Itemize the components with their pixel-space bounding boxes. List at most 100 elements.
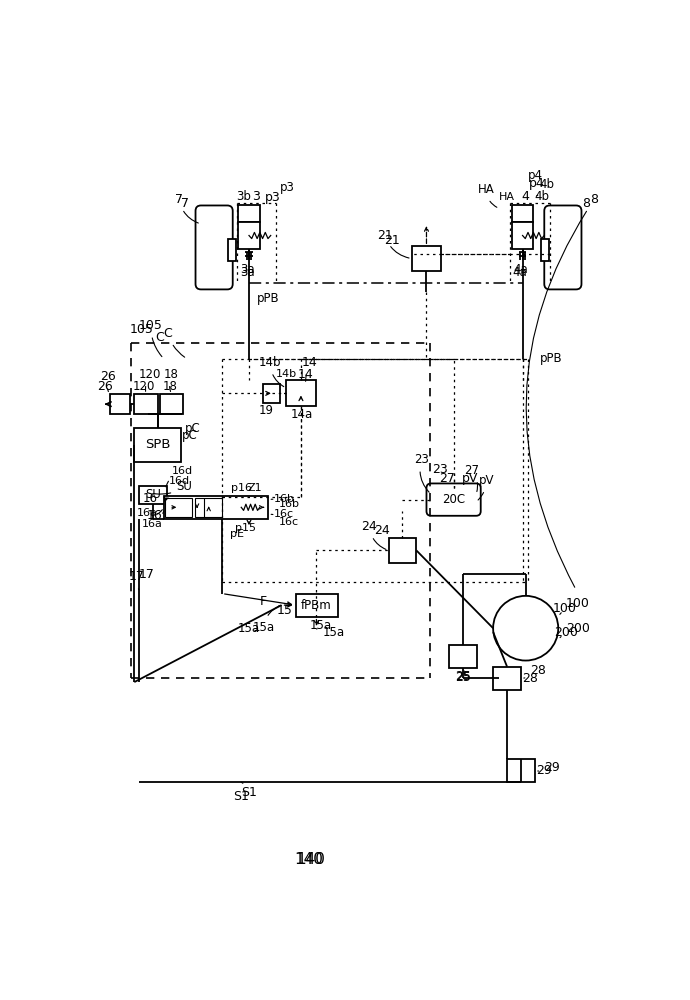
Bar [449, 645, 477, 668]
Text: 14b: 14b [275, 369, 297, 379]
Text: 29: 29 [536, 764, 552, 777]
Text: pC: pC [182, 429, 198, 442]
Text: S1: S1 [241, 782, 257, 799]
Text: S1: S1 [233, 790, 249, 803]
FancyBboxPatch shape [195, 205, 233, 289]
Text: 17: 17 [129, 570, 145, 590]
Bar [541, 239, 549, 261]
Text: 28: 28 [522, 672, 538, 685]
Text: 4b: 4b [534, 190, 549, 204]
Bar [135, 394, 157, 414]
Text: 100: 100 [560, 597, 590, 614]
Bar [110, 394, 130, 414]
Text: 27: 27 [439, 472, 455, 485]
Text: 3a: 3a [240, 263, 255, 276]
Text: 16a: 16a [142, 511, 164, 529]
Text: pPB: pPB [257, 292, 279, 305]
Text: 20C: 20C [442, 493, 465, 506]
Text: 25: 25 [455, 671, 471, 684]
Bar [388, 538, 416, 563]
FancyBboxPatch shape [426, 483, 481, 516]
Text: 23: 23 [433, 463, 448, 476]
Text: 16b: 16b [271, 499, 299, 509]
Text: p15: p15 [235, 523, 255, 533]
Text: 18: 18 [163, 380, 177, 393]
Text: 200: 200 [560, 622, 590, 638]
Text: p3: p3 [264, 190, 280, 204]
Text: 16: 16 [143, 492, 157, 505]
Text: 3a: 3a [239, 266, 255, 279]
Bar [228, 239, 236, 261]
Bar [412, 246, 441, 271]
Bar [512, 222, 533, 249]
Text: 105: 105 [130, 323, 154, 336]
Text: 25: 25 [455, 670, 471, 683]
Text: 21: 21 [384, 234, 400, 247]
Text: pV: pV [478, 474, 495, 500]
Text: p16: p16 [230, 483, 252, 493]
Text: 7: 7 [181, 197, 188, 210]
Text: F: F [259, 595, 266, 608]
Text: 120: 120 [132, 380, 155, 393]
Text: C: C [155, 331, 164, 344]
Text: HA: HA [500, 192, 515, 202]
Text: 15: 15 [277, 604, 293, 617]
Text: 100: 100 [553, 602, 576, 615]
Text: pE: pE [230, 529, 244, 539]
Text: 14a: 14a [290, 408, 313, 421]
Text: pPB: pPB [540, 352, 562, 365]
Text: SPB: SPB [145, 438, 170, 451]
Text: p3: p3 [280, 181, 295, 194]
Text: 24: 24 [362, 520, 386, 549]
Text: 26: 26 [100, 370, 116, 392]
Text: 28: 28 [524, 664, 546, 678]
Text: 105: 105 [139, 319, 163, 357]
Text: SU: SU [145, 488, 161, 501]
Bar [164, 496, 268, 519]
Text: 14b: 14b [259, 356, 284, 387]
Text: 16: 16 [147, 509, 162, 522]
Text: fPBm: fPBm [301, 599, 332, 612]
Text: 4b: 4b [537, 178, 555, 196]
Text: 8: 8 [582, 197, 590, 210]
Text: 18: 18 [164, 368, 179, 392]
Text: 24: 24 [375, 524, 390, 537]
Text: 16c: 16c [271, 514, 299, 527]
Text: 8: 8 [526, 193, 598, 587]
Text: 16d: 16d [168, 476, 190, 486]
Text: pV: pV [462, 472, 478, 485]
FancyBboxPatch shape [544, 205, 582, 289]
Text: HA: HA [477, 183, 497, 207]
Text: p4: p4 [529, 169, 543, 182]
Bar [166, 498, 193, 517]
Text: 19: 19 [259, 404, 273, 417]
Text: SU: SU [156, 480, 192, 494]
Text: 14: 14 [302, 356, 317, 381]
Bar [160, 394, 183, 414]
Text: 16a: 16a [137, 508, 157, 518]
Bar [507, 759, 535, 782]
Circle shape [493, 596, 558, 661]
Text: 15a: 15a [309, 619, 331, 632]
Bar [139, 486, 167, 504]
Text: 200: 200 [554, 626, 578, 639]
Bar [135, 428, 181, 462]
Text: 17: 17 [139, 568, 155, 581]
Text: 16d: 16d [166, 466, 193, 487]
Text: 120: 120 [139, 368, 161, 391]
Text: 7: 7 [175, 193, 198, 223]
Text: 16c: 16c [274, 509, 294, 519]
Text: 4a: 4a [513, 263, 529, 276]
Bar [195, 498, 222, 517]
Text: 23: 23 [414, 453, 429, 492]
Text: 27: 27 [464, 464, 479, 492]
Text: 4a: 4a [513, 266, 527, 279]
Bar [238, 222, 260, 249]
Bar [238, 205, 260, 222]
Text: 140: 140 [297, 852, 326, 867]
Text: 14: 14 [298, 368, 313, 381]
Text: p4: p4 [529, 177, 544, 190]
Bar [295, 594, 338, 617]
Text: C: C [164, 327, 185, 357]
Text: 140: 140 [294, 852, 323, 867]
